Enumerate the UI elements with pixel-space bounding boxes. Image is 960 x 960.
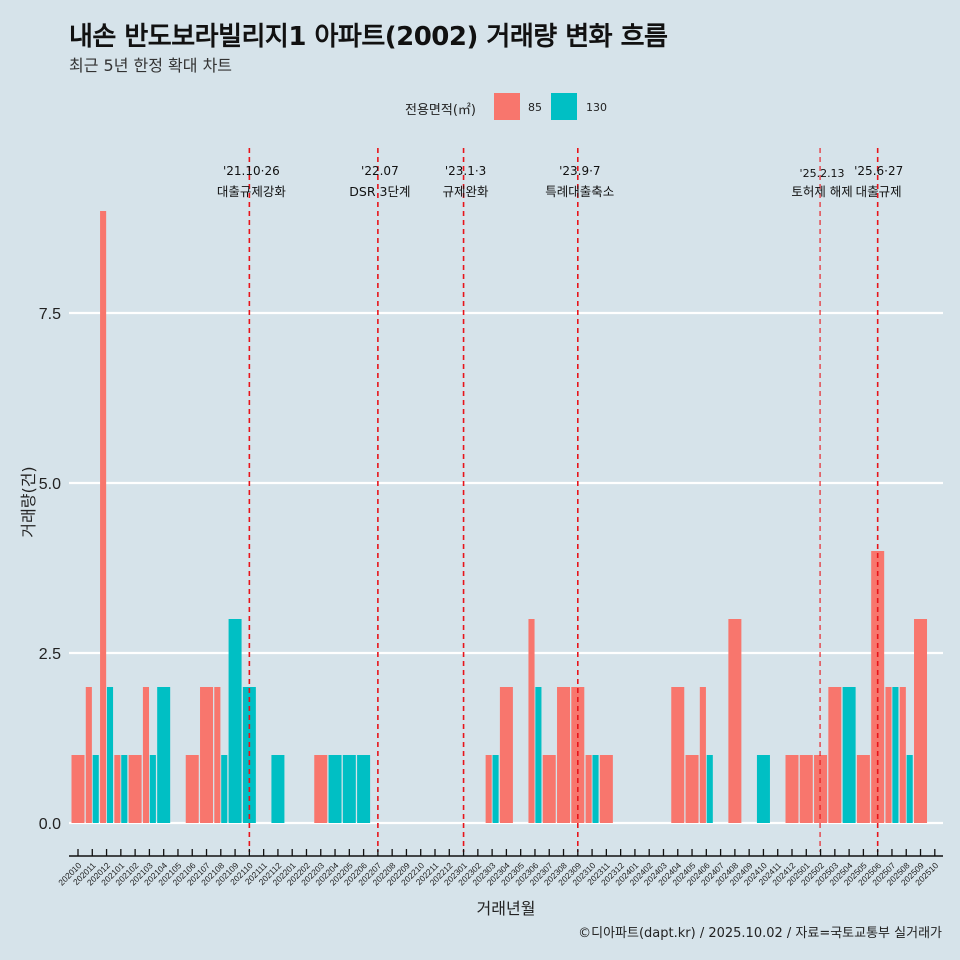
bar-85-202107: [200, 687, 214, 823]
bar-130-202410: [756, 755, 770, 823]
bar-85-202506: [871, 551, 885, 823]
event-label: DSR 3단계: [349, 184, 410, 199]
bar-85-202311: [599, 755, 613, 823]
bar-85-202404: [671, 687, 685, 823]
bar-130-202011: [92, 755, 99, 823]
x-axis-title: 거래년월: [477, 899, 536, 918]
bar-130-202508: [906, 755, 913, 823]
bar-130-202310: [592, 755, 599, 823]
event-label: 규제완화: [443, 184, 490, 199]
bar-85-202308: [557, 687, 571, 823]
legend-title: 전용면적(㎡): [405, 103, 476, 118]
event-date: '23.1·3: [445, 164, 486, 178]
event-label: 토허제 해제: [791, 184, 852, 199]
event-label: 대출규제: [856, 184, 902, 199]
bar-85-202306: [528, 619, 535, 823]
event-date: '21.10·26: [223, 164, 280, 178]
x-axis: 2020102020112020122021012021022021032021…: [56, 849, 943, 887]
bar-85-202509: [914, 619, 928, 823]
bar-85-202010: [71, 755, 85, 823]
event-date: '25.2.13: [800, 167, 845, 180]
bar-85-202108: [214, 687, 221, 823]
legend-key-85: [494, 93, 520, 120]
event-date: '25.6·27: [854, 164, 903, 178]
y-axis-title: 거래량(건): [19, 466, 38, 537]
bar-130-202205: [342, 755, 356, 823]
bar-130-202206: [357, 755, 371, 823]
event-label: 특례대출축소: [545, 184, 614, 199]
legend: 전용면적(㎡) 85 130: [0, 93, 960, 121]
bar-85-202103: [142, 687, 149, 823]
y-tick-label: 7.5: [39, 306, 61, 323]
bar-85-202106: [185, 755, 199, 823]
legend-key-130: [551, 93, 577, 120]
bar-85-202303: [485, 755, 492, 823]
bar-130-202306: [535, 687, 542, 823]
bar-85-202304: [499, 687, 513, 823]
bar-130-202112: [271, 755, 285, 823]
bar-130-202103: [149, 755, 156, 823]
bar-85-202503: [828, 687, 842, 823]
bar-85-202406: [699, 687, 706, 823]
bar-85-202102: [128, 755, 142, 823]
bar-85-202012: [100, 211, 107, 823]
bar-85-202507: [885, 687, 892, 823]
y-tick-label: 0.0: [39, 816, 61, 833]
bar-85-202011: [85, 687, 92, 823]
bar-130-202109: [228, 619, 242, 823]
bar-130-202303: [492, 755, 499, 823]
event-date: '23.9·7: [559, 164, 600, 178]
bar-130-202504: [842, 687, 856, 823]
y-tick-label: 5.0: [39, 476, 61, 493]
y-axis: 0.0 2.5 5.0 7.5: [39, 306, 61, 833]
event-lines: '21.10·26 대출규제강화 '22.07 DSR 3단계 '23.1·3 규제완화 '…: [217, 148, 903, 852]
bar-85-202408: [728, 619, 742, 823]
bar-85-202405: [685, 755, 699, 823]
bar-130-202507: [892, 687, 899, 823]
bar-85-202307: [542, 755, 556, 823]
bar-130-202012: [106, 687, 114, 823]
bars: [71, 211, 928, 823]
footer-credit: ©디아파트(dapt.kr) / 2025.10.02 / 자료=국토교통부 실…: [578, 926, 942, 941]
bar-85-202203: [314, 755, 328, 823]
bar-85-202508: [899, 687, 906, 823]
bar-85-202505: [856, 755, 870, 823]
legend-label-130: 130: [586, 101, 607, 114]
bar-130-202108: [221, 755, 228, 823]
bar-85-202501: [799, 755, 813, 823]
bar-130-202204: [328, 755, 342, 823]
event-label: 대출규제강화: [217, 184, 287, 199]
bar-85-202101: [114, 755, 121, 823]
bar-130-202101: [121, 755, 128, 823]
y-tick-label: 2.5: [39, 646, 61, 663]
bar-130-202406: [706, 755, 713, 823]
event-date: '22.07: [361, 164, 399, 178]
legend-label-85: 85: [528, 101, 542, 114]
chart-subtitle: 최근 5년 한정 확대 차트: [69, 56, 233, 75]
bar-130-202104: [157, 687, 171, 823]
bar-85-202310: [585, 755, 592, 823]
bar-85-202412: [785, 755, 799, 823]
chart-title: 내손 반도보라빌리지1 아파트(2002) 거래량 변화 흐름: [69, 22, 668, 52]
